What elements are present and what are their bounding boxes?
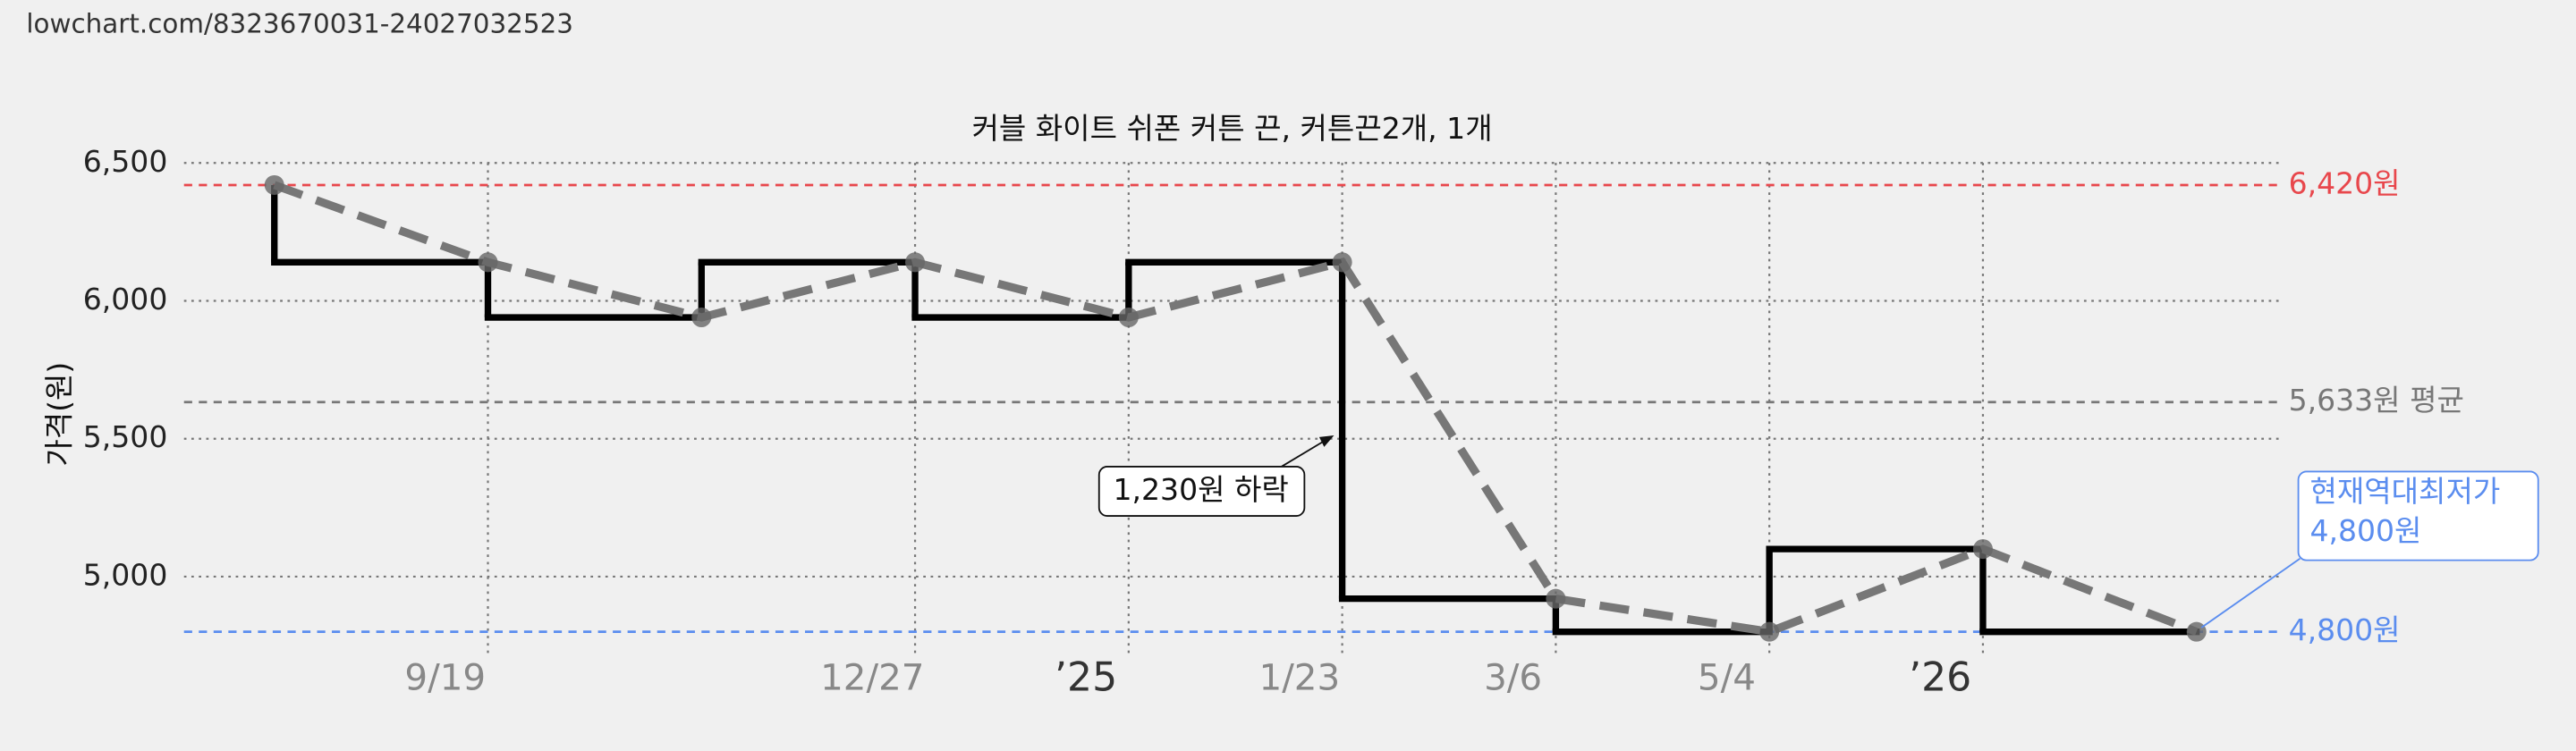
y-tick-label: 6,000 bbox=[83, 282, 168, 316]
data-point bbox=[478, 252, 498, 273]
x-tick-label: 12/27 bbox=[820, 656, 924, 699]
x-tick-label: 3/6 bbox=[1484, 656, 1542, 699]
data-point bbox=[1972, 539, 1993, 560]
trend-line bbox=[273, 181, 2199, 637]
annotation-arrow bbox=[2200, 558, 2301, 629]
url: lowchart.com/8323670031-24027032523 bbox=[26, 8, 573, 38]
reference-label: 4,800원 bbox=[2289, 612, 2401, 647]
chart-title: 커블 화이트 쉬폰 커튼 끈, 커튼끈2개, 1개 bbox=[971, 111, 1492, 146]
x-tick-label: 5/4 bbox=[1698, 656, 1756, 699]
x-tick-label: 9/19 bbox=[404, 656, 486, 699]
y-tick-label: 5,500 bbox=[83, 419, 168, 454]
annotation-text: 4,800원 bbox=[2309, 513, 2421, 548]
x-tick-label: ’25 bbox=[1055, 655, 1117, 701]
y-tick-label: 6,500 bbox=[83, 144, 168, 179]
data-point bbox=[264, 174, 284, 195]
annotation-box bbox=[2297, 470, 2539, 561]
reference-label: 6,420원 bbox=[2289, 165, 2401, 200]
data-point bbox=[1759, 621, 1780, 642]
reference-label: 5,633원 평균 bbox=[2289, 383, 2464, 418]
x-tick-label: ’26 bbox=[1909, 655, 1971, 701]
annotation-text: 1,230원 하락 bbox=[1113, 472, 1288, 507]
data-point bbox=[1118, 307, 1139, 328]
data-point bbox=[905, 252, 926, 273]
data-point bbox=[691, 307, 712, 328]
y-tick-label: 5,000 bbox=[83, 557, 168, 592]
arrow-head bbox=[1318, 435, 1335, 447]
annotation-box bbox=[1097, 466, 1306, 517]
x-tick-label: 1/23 bbox=[1259, 656, 1341, 699]
data-point bbox=[1332, 252, 1352, 273]
annotation-text: 현재역대최저가 bbox=[2309, 474, 2500, 509]
y-axis-label: 가격(원) bbox=[41, 362, 76, 467]
data-point bbox=[1546, 588, 1566, 609]
data-point bbox=[2186, 621, 2207, 642]
